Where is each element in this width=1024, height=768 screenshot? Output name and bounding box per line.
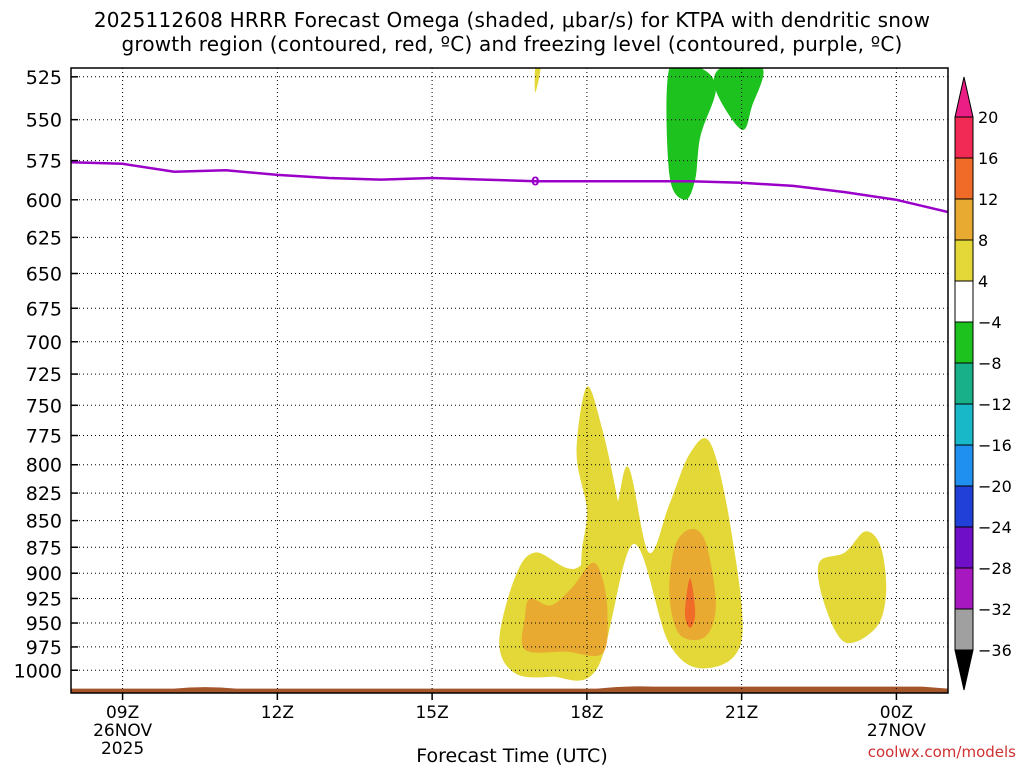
y-tick-label: 950 <box>26 613 62 635</box>
colorbar-swatch <box>954 485 974 528</box>
y-tick-label: 725 <box>26 364 62 386</box>
colorbar-swatch <box>954 198 974 241</box>
omega-region-4 <box>521 562 608 657</box>
y-tick-label: 625 <box>26 227 62 249</box>
x-tick-year: 2025 <box>101 739 144 759</box>
colorbar-swatch <box>954 608 974 651</box>
y-tick-label: 850 <box>26 511 62 533</box>
title-line-1: 2025112608 HRRR Forecast Omega (shaded, … <box>93 8 931 32</box>
y-tick-label: 1000 <box>14 660 62 682</box>
colorbar-top-arrow <box>954 76 974 118</box>
plot-border <box>70 67 949 694</box>
omega-region-3 <box>534 68 541 93</box>
colorbar-label: 4 <box>978 272 988 291</box>
plot-frame <box>70 67 949 694</box>
x-axis-title: Forecast Time (UTC) <box>416 745 608 767</box>
colorbar-swatch <box>954 362 974 405</box>
freezing-level-line <box>71 160 948 214</box>
freezing-level-label: 0 <box>531 175 539 189</box>
colorbar-swatch <box>954 280 974 323</box>
terrain-fill <box>71 686 948 693</box>
y-tick-label: 900 <box>26 563 62 585</box>
y-axis: 525 550 575 600 625 650 675 700 725 750 775 800 825 8… <box>14 67 78 682</box>
x-tick-label: 21Z <box>725 703 758 723</box>
y-tick-label: 975 <box>26 637 62 659</box>
grid-lines <box>71 68 948 693</box>
omega-region-2 <box>817 531 887 644</box>
x-tick-label: 09Z <box>106 703 139 723</box>
y-tick-label: 775 <box>26 426 62 448</box>
colorbar-label: −24 <box>978 518 1012 537</box>
colorbar-swatch <box>954 116 974 159</box>
y-tick-label: 750 <box>26 395 62 417</box>
colorbar-bottom-arrow <box>954 649 974 691</box>
terrain-layer <box>71 686 948 693</box>
x-tick-date: 27NOV <box>867 721 926 741</box>
colorbar-label: 16 <box>978 149 998 168</box>
colorbar-label: −32 <box>978 600 1012 619</box>
y-tick-label: 650 <box>26 264 62 286</box>
y-tick-label: 800 <box>26 455 62 477</box>
omega-region-5 <box>669 528 716 641</box>
omega-region-1 <box>576 386 623 624</box>
colorbar-label: −20 <box>978 477 1012 496</box>
omega-region-7 <box>666 68 716 200</box>
x-tick-label: 15Z <box>415 703 448 723</box>
y-tick-label: 875 <box>26 537 62 559</box>
chart-title: 2025112608 HRRR Forecast Omega (shaded, … <box>0 8 1024 56</box>
colorbar-swatch <box>954 526 974 569</box>
y-tick-label: 700 <box>26 332 62 354</box>
colorbar: 20 16 12 8 4 −4 −8 −12 −16 −20 −24 −28 −32 −36 <box>954 76 1012 691</box>
colorbar-label: −8 <box>978 354 1002 373</box>
colorbar-swatch <box>954 444 974 487</box>
x-tick-label: 12Z <box>261 703 294 723</box>
colorbar-swatch <box>954 239 974 282</box>
x-tick-date: 26NOV <box>93 721 152 741</box>
colorbar-swatch <box>954 157 974 200</box>
y-tick-label: 925 <box>26 589 62 611</box>
freezing-level-layer: 0 <box>71 160 948 214</box>
colorbar-swatch <box>954 567 974 610</box>
y-tick-label: 600 <box>26 190 62 212</box>
colorbar-label: −28 <box>978 559 1012 578</box>
colorbar-label: −4 <box>978 313 1002 332</box>
colorbar-label: −36 <box>978 641 1012 660</box>
x-tick-label: 00Z <box>880 703 913 723</box>
omega-region-6 <box>684 578 696 628</box>
omega-region-8 <box>713 68 764 130</box>
colorbar-label: 8 <box>978 231 988 250</box>
credit-text[interactable]: coolwx.com/models <box>867 743 1016 761</box>
y-tick-label: 825 <box>26 483 62 505</box>
y-tick-label: 525 <box>26 67 62 89</box>
y-tick-label: 675 <box>26 298 62 320</box>
y-tick-label: 550 <box>26 110 62 132</box>
colorbar-swatch <box>954 403 974 446</box>
title-line-2: growth region (contoured, red, ºC) and f… <box>121 32 903 56</box>
omega-shading <box>499 68 887 681</box>
colorbar-label: 12 <box>978 190 998 209</box>
colorbar-swatch <box>954 321 974 364</box>
colorbar-label: −12 <box>978 395 1012 414</box>
y-tick-label: 575 <box>26 151 62 173</box>
colorbar-label: −16 <box>978 436 1012 455</box>
colorbar-label: 20 <box>978 108 998 127</box>
x-tick-label: 18Z <box>570 703 603 723</box>
